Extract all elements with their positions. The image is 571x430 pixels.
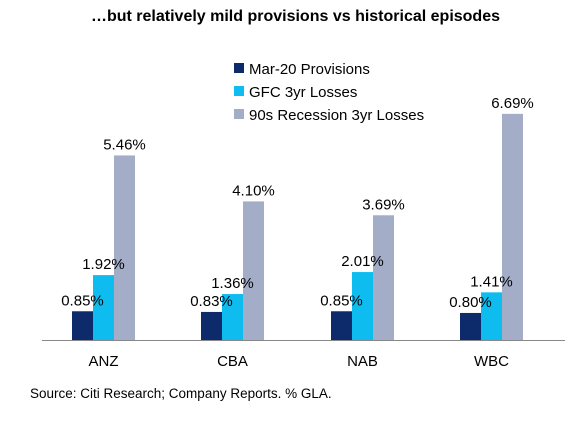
data-label-wbc-series-2: 1.41% (470, 273, 513, 290)
data-label-wbc-series-3: 6.69% (491, 95, 534, 112)
legend-entry-1: Mar-20 Provisions (249, 61, 370, 78)
legend-entry-3: 90s Recession 3yr Losses (249, 107, 424, 124)
legend-swatch-2 (234, 86, 244, 96)
bars (72, 113, 523, 340)
data-label-anz-series-3: 5.46% (103, 136, 146, 153)
data-label-nab-series-3: 3.69% (362, 196, 405, 213)
bar-wbc-series-2 (481, 292, 502, 340)
data-label-wbc-series-1: 0.80% (449, 294, 492, 311)
legend: Mar-20 Provisions GFC 3yr Losses 90s Reces… (234, 61, 424, 124)
bar-anz-series-2 (93, 275, 114, 340)
legend-swatch-3 (234, 109, 244, 119)
data-label-cba-series-2: 1.36% (211, 275, 254, 292)
bar-anz-series-1 (72, 311, 93, 340)
bar-cba-series-3 (243, 201, 264, 340)
category-label-wbc: WBC (474, 353, 509, 370)
bar-nab-series-2 (352, 272, 373, 340)
data-label-nab-series-1: 0.85% (320, 292, 363, 309)
data-label-anz-series-2: 1.92% (82, 256, 125, 273)
category-label-nab: NAB (347, 353, 378, 370)
bar-cba-series-2 (222, 294, 243, 340)
bar-wbc-series-3 (502, 113, 523, 340)
bar-anz-series-3 (114, 155, 135, 340)
source-note: Source: Citi Research; Company Reports. … (30, 386, 332, 401)
data-label-cba-series-1: 0.83% (190, 293, 233, 310)
data-labels: 0.85% 1.92% 5.46% 0.83%1.36% 4.10% 0.85% 2.01%… (61, 95, 534, 311)
legend-swatch-1 (234, 63, 244, 73)
bar-cba-series-1 (201, 311, 222, 340)
data-label-nab-series-2: 2.01% (341, 253, 384, 270)
bar-nab-series-3 (373, 215, 394, 340)
category-label-anz: ANZ (89, 353, 119, 370)
bar-wbc-series-1 (460, 312, 481, 340)
data-label-anz-series-1: 0.85% (61, 292, 104, 309)
bar-nab-series-1 (331, 311, 352, 340)
data-label-cba-series-3: 4.10% (232, 182, 275, 199)
category-labels: ANZ CBA NAB WBC (89, 353, 510, 370)
category-label-cba: CBA (217, 353, 248, 370)
chart-title: …but relatively mild provisions vs histo… (90, 8, 500, 25)
legend-entry-2: GFC 3yr Losses (249, 84, 357, 101)
